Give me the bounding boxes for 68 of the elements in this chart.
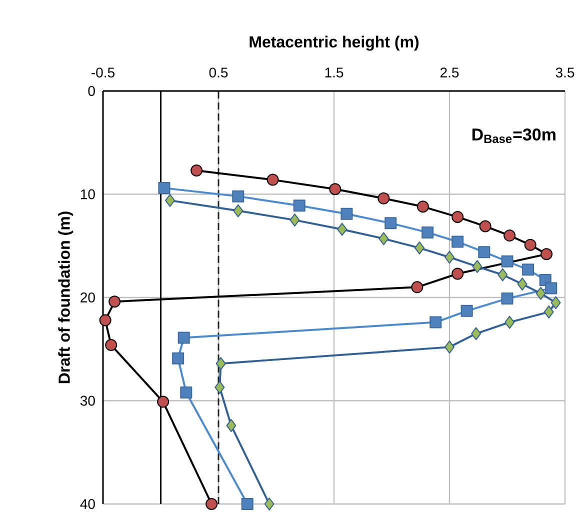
x-tick-label: -0.5 xyxy=(92,68,114,78)
point xyxy=(290,214,300,227)
point xyxy=(337,222,348,236)
point xyxy=(498,268,508,282)
point xyxy=(478,246,490,258)
point xyxy=(444,250,454,264)
x-tick-label: 2.5 xyxy=(440,68,459,78)
point xyxy=(206,498,218,510)
point xyxy=(340,208,353,220)
point xyxy=(472,260,482,274)
point xyxy=(172,352,184,364)
point xyxy=(536,286,546,300)
point xyxy=(329,183,342,196)
point xyxy=(452,210,464,223)
point xyxy=(460,304,473,317)
point xyxy=(540,248,553,260)
point xyxy=(105,339,118,351)
point xyxy=(108,296,121,308)
x-tick-label: 3.5 xyxy=(556,68,574,78)
point xyxy=(411,281,424,294)
point xyxy=(266,174,279,186)
point xyxy=(517,278,528,291)
point xyxy=(264,498,274,511)
point xyxy=(416,200,429,213)
point xyxy=(524,238,536,251)
point xyxy=(214,380,225,394)
point xyxy=(504,316,515,329)
point xyxy=(479,220,492,232)
point xyxy=(452,268,464,280)
x-tick-label: 0.5 xyxy=(209,68,228,78)
point xyxy=(378,232,389,246)
y-tick-label: 40 xyxy=(80,499,95,509)
point xyxy=(99,314,112,326)
point xyxy=(384,217,397,230)
y-tick-label: 20 xyxy=(80,292,95,302)
point xyxy=(544,305,554,318)
point xyxy=(180,386,192,398)
point xyxy=(158,182,170,194)
point xyxy=(190,164,203,177)
y-tick-label: 0 xyxy=(88,86,95,96)
point xyxy=(233,204,244,218)
point xyxy=(178,332,190,344)
point xyxy=(293,200,306,212)
point xyxy=(471,327,482,340)
point xyxy=(216,357,226,370)
annotation: D$_{Base}$=30m xyxy=(472,128,556,144)
point xyxy=(545,282,558,294)
point xyxy=(241,498,254,510)
point xyxy=(414,241,424,254)
point xyxy=(164,194,175,207)
point xyxy=(232,190,244,202)
point xyxy=(226,419,236,432)
point xyxy=(501,255,514,268)
point xyxy=(422,226,434,238)
x-tick-label: 1.5 xyxy=(325,68,344,78)
point xyxy=(430,316,442,328)
point xyxy=(157,396,170,408)
point xyxy=(444,340,454,354)
y-tick-label: 10 xyxy=(80,189,95,200)
y-tick-label: 30 xyxy=(80,396,95,406)
point xyxy=(452,236,464,248)
y-axis-title: Draft of foundation (m) xyxy=(58,212,74,384)
point xyxy=(504,230,516,242)
x-axis-title: Metacentric height (m) xyxy=(250,36,419,51)
point xyxy=(550,296,561,310)
point xyxy=(501,292,514,305)
point xyxy=(522,264,534,276)
point xyxy=(378,192,390,204)
